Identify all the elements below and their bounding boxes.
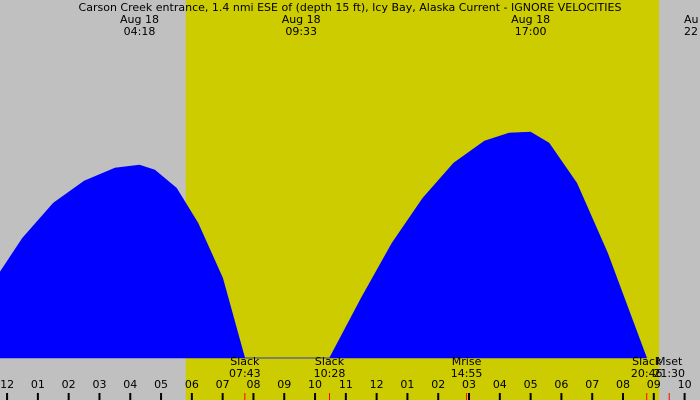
peak-time: 22 [684,25,698,38]
peak-date: Au [684,13,699,26]
peak-date: Aug 18 [282,13,321,26]
event-time: 10:28 [314,367,346,380]
event-time: 21:30 [653,367,685,380]
peak-time: 09:33 [285,25,317,38]
x-tick-label: 08 [246,378,260,391]
peak-time: 04:18 [124,25,156,38]
event-name: Mset [656,355,683,368]
x-tick-label: 02 [431,378,445,391]
x-tick-label: 01 [400,378,414,391]
event-time: 14:55 [451,367,483,380]
event-name: Mrise [452,355,482,368]
event-time: 20:46 [631,367,663,380]
current-area [0,131,647,359]
x-tick-label: 05 [154,378,168,391]
x-tick-label: 02 [62,378,76,391]
event-name: Slack [632,355,662,368]
x-tick-label: 08 [616,378,630,391]
x-tick-label: 09 [277,378,291,391]
event-name: Slack [315,355,345,368]
x-tick-label: 12 [0,378,14,391]
x-tick-label: 07 [585,378,599,391]
peak-date: Aug 18 [511,13,550,26]
x-tick-label: 10 [678,378,692,391]
x-tick-label: 03 [462,378,476,391]
x-tick-label: 10 [308,378,322,391]
x-tick-label: 04 [493,378,507,391]
x-tick-label: 12 [370,378,384,391]
x-tick-label: 06 [554,378,568,391]
x-tick-label: 05 [524,378,538,391]
x-tick-label: 11 [339,378,353,391]
chart-title: Carson Creek entrance, 1.4 nmi ESE of (d… [79,1,622,14]
peak-date: Aug 18 [120,13,159,26]
x-tick-label: 06 [185,378,199,391]
peak-time: 17:00 [515,25,547,38]
x-tick-label: 09 [647,378,661,391]
event-time: 07:43 [229,367,261,380]
event-name: Slack [230,355,260,368]
x-tick-label: 01 [31,378,45,391]
x-tick-label: 07 [216,378,230,391]
x-tick-label: 04 [123,378,137,391]
x-tick-label: 03 [92,378,106,391]
